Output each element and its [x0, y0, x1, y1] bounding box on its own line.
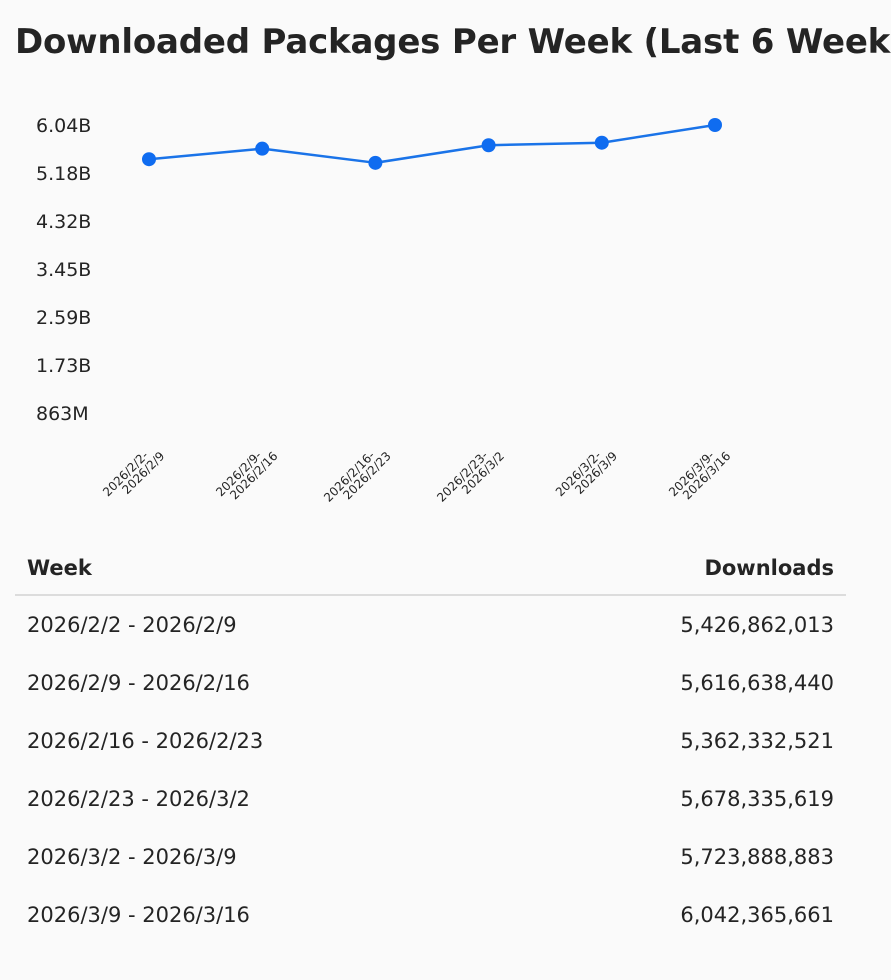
week-cell: 2026/2/2 - 2026/2/9 [27, 613, 237, 637]
table-row: 2026/3/2 - 2026/3/9 5,723,888,883 [15, 828, 846, 886]
week-column-header: Week [15, 540, 509, 596]
x-tick-label: 2026/2/23-2026/3/2 [434, 440, 507, 513]
data-point [708, 118, 722, 132]
week-cell: 2026/3/2 - 2026/3/9 [27, 845, 237, 869]
x-tick-label: 2026/2/9-2026/2/16 [213, 440, 280, 507]
series-line [148, 123, 716, 165]
week-cell: 2026/2/23 - 2026/3/2 [27, 787, 250, 811]
y-tick-label: 1.73B [36, 355, 91, 377]
data-point [594, 135, 609, 150]
x-axis: 2026/2/2-2026/2/9 2026/2/9-2026/2/16 2026/… [100, 440, 733, 513]
data-point [255, 141, 270, 156]
data-point [481, 138, 496, 153]
downloads-cell: 5,678,335,619 [680, 787, 834, 811]
downloads-cell: 5,723,888,883 [680, 845, 834, 869]
y-tick-label: 4.32B [36, 211, 91, 233]
table-row: 2026/2/9 - 2026/2/16 5,616,638,440 [15, 654, 846, 712]
downloads-line-chart: 6.04B 5.18B 4.32B 3.45B 2.59B 1.73B 863M 2026/… [36, 115, 733, 513]
table-row: 2026/3/9 - 2026/3/16 6,042,365,661 [15, 886, 846, 944]
downloads-cell: 5,426,862,013 [680, 613, 834, 637]
data-point [368, 155, 383, 170]
page-title: Downloaded Packages Per Week (Last 6 Wee… [15, 22, 891, 62]
downloads-table: Week Downloads 2026/2/2 - 2026/2/9 5,426… [15, 540, 846, 944]
y-tick-label: 6.04B [36, 115, 91, 137]
table-row: 2026/2/2 - 2026/2/9 5,426,862,013 [15, 595, 846, 654]
downloads-cell: 5,616,638,440 [680, 671, 834, 695]
table-row: 2026/2/23 - 2026/3/2 5,678,335,619 [15, 770, 846, 828]
week-cell: 2026/3/9 - 2026/3/16 [27, 903, 250, 927]
y-tick-label: 5.18B [36, 163, 91, 185]
y-tick-label: 3.45B [36, 259, 91, 281]
data-point [142, 152, 156, 167]
x-tick-label: 2026/2/16-2026/2/23 [321, 440, 394, 513]
week-cell: 2026/2/16 - 2026/2/23 [27, 729, 264, 753]
table-header-row: Week Downloads [15, 540, 846, 596]
table-row: 2026/2/16 - 2026/2/23 5,362,332,521 [15, 712, 846, 770]
downloads-cell: 6,042,365,661 [680, 903, 834, 927]
x-tick-label: 2026/2/2-2026/2/9 [100, 440, 167, 507]
y-tick-label: 863M [36, 403, 89, 425]
x-tick-label: 2026/3/9-2026/3/16 [666, 440, 733, 507]
series-layer [142, 118, 722, 170]
y-tick-label: 2.59B [36, 307, 91, 329]
week-cell: 2026/2/9 - 2026/2/16 [27, 671, 250, 695]
downloads-cell: 5,362,332,521 [680, 729, 834, 753]
y-axis: 6.04B 5.18B 4.32B 3.45B 2.59B 1.73B 863M [36, 115, 91, 425]
downloads-table-container: Week Downloads 2026/2/2 - 2026/2/9 5,426… [15, 540, 846, 944]
x-tick-label: 2026/3/2-2026/3/9 [553, 440, 620, 507]
downloads-column-header: Downloads [508, 540, 846, 596]
